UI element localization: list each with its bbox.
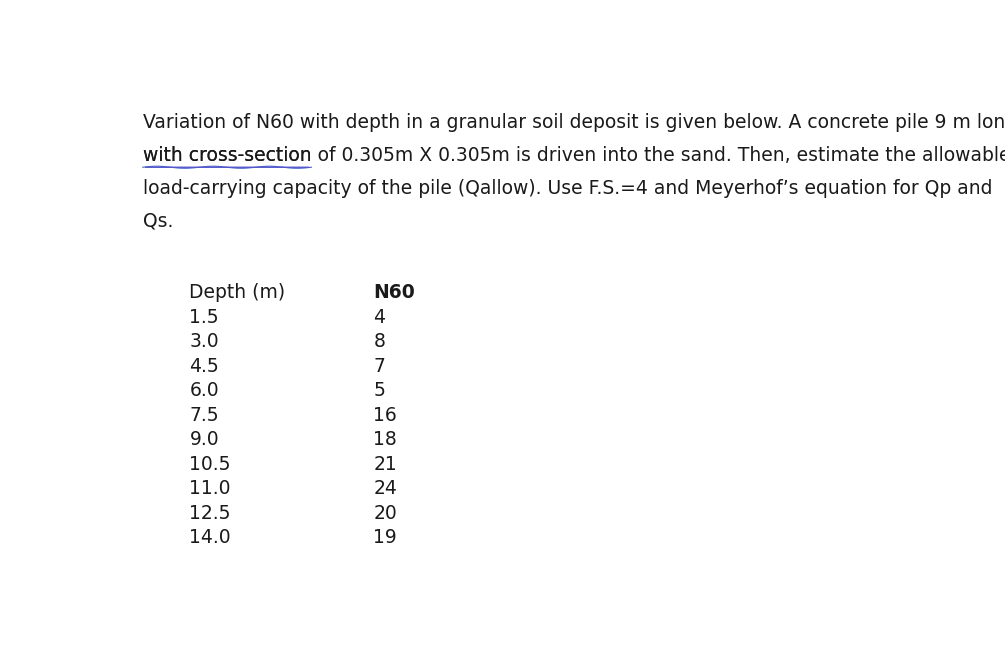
Text: Depth (m): Depth (m)	[190, 283, 285, 303]
Text: 12.5: 12.5	[190, 504, 231, 522]
Text: 24: 24	[373, 479, 397, 498]
Text: 6.0: 6.0	[190, 381, 219, 401]
Text: 4: 4	[373, 308, 385, 327]
Text: 21: 21	[373, 455, 397, 473]
Text: 19: 19	[373, 528, 397, 547]
Text: 10.5: 10.5	[190, 455, 231, 473]
Text: 14.0: 14.0	[190, 528, 231, 547]
Text: Variation of N60 with depth in a granular soil deposit is given below. A concret: Variation of N60 with depth in a granula…	[143, 113, 1005, 132]
Text: 4.5: 4.5	[190, 357, 219, 376]
Text: 7: 7	[373, 357, 385, 376]
Text: 9.0: 9.0	[190, 430, 219, 449]
Text: N60: N60	[373, 283, 415, 303]
Text: 8: 8	[373, 332, 385, 352]
Text: 7.5: 7.5	[190, 406, 219, 425]
Text: 18: 18	[373, 430, 397, 449]
Text: Qs.: Qs.	[143, 212, 173, 231]
Text: 16: 16	[373, 406, 397, 425]
Text: 11.0: 11.0	[190, 479, 231, 498]
Text: with cross-section of 0.305m X 0.305m is driven into the sand. Then, estimate th: with cross-section of 0.305m X 0.305m is…	[143, 146, 1005, 165]
Text: with cross-section: with cross-section	[143, 146, 312, 165]
Text: 1.5: 1.5	[190, 308, 219, 327]
Text: 20: 20	[373, 504, 397, 522]
Text: 3.0: 3.0	[190, 332, 219, 352]
Text: 5: 5	[373, 381, 385, 401]
Text: load-carrying capacity of the pile (Qallow). Use F.S.=4 and Meyerhof’s equation : load-carrying capacity of the pile (Qall…	[143, 179, 992, 198]
